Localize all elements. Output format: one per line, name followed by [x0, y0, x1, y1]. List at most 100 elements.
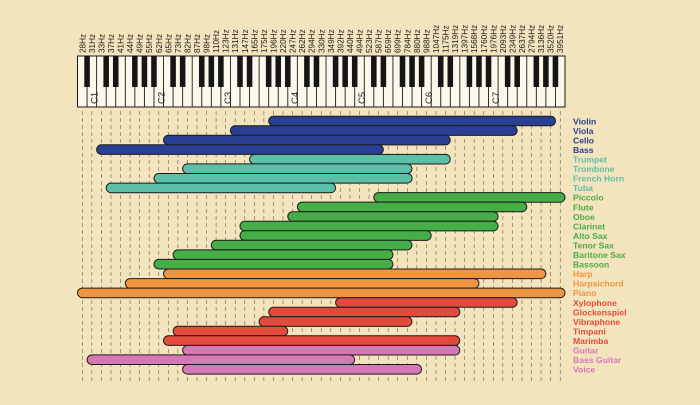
- instrument-label: Baritone Sax: [573, 250, 626, 260]
- black-key: [380, 56, 387, 87]
- frequency-label: 1047Hz: [432, 25, 441, 53]
- range-bar-tenor-sax: [210, 239, 413, 251]
- range-bar-guitar: [182, 344, 461, 356]
- instrument-label: Trumpet: [573, 155, 607, 165]
- frequency-label: 699Hz: [394, 29, 403, 53]
- instrument-label: Bassoon: [573, 260, 609, 270]
- black-key: [466, 56, 473, 87]
- instrument-label: Oboe: [573, 212, 595, 222]
- octave-label: C2: [156, 92, 167, 104]
- black-key: [514, 56, 520, 87]
- frequency-label: 3520Hz: [547, 25, 556, 53]
- black-key: [285, 56, 291, 87]
- black-key: [275, 56, 282, 87]
- range-bar-harpsichord: [124, 278, 480, 289]
- instrument-label: Piccolo: [573, 193, 604, 203]
- range-bar-french-horn: [153, 173, 413, 184]
- instrument-label: Vibraphone: [573, 317, 620, 327]
- range-bar-glockenspiel: [268, 306, 461, 318]
- frequency-label: 131Hz: [231, 29, 240, 53]
- frequency-label: 523Hz: [365, 29, 374, 53]
- frequency-label: 880Hz: [413, 29, 422, 53]
- instrument-label: Timpani: [573, 326, 606, 336]
- frequency-label: 220Hz: [279, 29, 288, 53]
- black-key: [447, 56, 454, 87]
- black-key: [198, 56, 205, 87]
- frequency-label: 1175Hz: [442, 25, 451, 53]
- frequency-label: 294Hz: [308, 29, 317, 53]
- frequency-label: 196Hz: [270, 29, 279, 53]
- range-bar-alto-sax: [239, 230, 432, 241]
- black-key: [103, 56, 109, 87]
- frequency-label: 1760Hz: [480, 25, 489, 53]
- black-key: [533, 56, 540, 87]
- instrument-label: Cello: [573, 135, 594, 145]
- range-bar-bass-guitar: [86, 354, 356, 365]
- frequency-label: 31Hz: [88, 34, 97, 53]
- black-key: [409, 56, 415, 87]
- instrument-label: Glockenspiel: [573, 307, 627, 317]
- range-bar-trumpet: [249, 153, 451, 165]
- instrument-label: Alto Sax: [573, 231, 608, 241]
- black-key: [170, 56, 176, 87]
- frequency-label: 1976Hz: [489, 25, 498, 53]
- black-key: [151, 56, 157, 87]
- frequency-label: 55Hz: [145, 34, 154, 53]
- instrument-label: Trombone: [573, 164, 615, 174]
- range-bar-cello: [163, 134, 451, 146]
- octave-label: C4: [290, 92, 301, 104]
- frequency-label: 41Hz: [117, 34, 126, 53]
- range-bar-voice: [182, 364, 423, 375]
- black-key: [208, 56, 215, 87]
- black-key: [485, 56, 492, 87]
- frequency-label: 2794Hz: [528, 25, 537, 53]
- frequency-label: 349Hz: [327, 29, 336, 53]
- frequency-label: 49Hz: [136, 34, 145, 53]
- range-bar-timpani: [172, 325, 289, 337]
- frequency-label: 1319Hz: [451, 25, 460, 53]
- range-bar-piano: [77, 287, 566, 299]
- octave-label: C5: [357, 92, 368, 104]
- frequency-label: 784Hz: [403, 29, 412, 53]
- frequency-label: 3136Hz: [537, 25, 546, 53]
- instrument-label: Bass Guitar: [573, 355, 622, 365]
- instrument-label: Flute: [573, 202, 594, 212]
- black-key: [265, 56, 272, 87]
- frequency-label: 73Hz: [174, 34, 183, 53]
- octave-label: C7: [491, 92, 502, 104]
- black-key: [304, 56, 310, 87]
- instrument-label: Violin: [573, 116, 596, 126]
- instrument-label: Harpsichord: [573, 279, 624, 289]
- range-bar-harp: [163, 268, 547, 280]
- range-bar-vibraphone: [258, 316, 413, 327]
- frequency-label: 587Hz: [375, 29, 384, 53]
- black-key: [246, 56, 253, 87]
- frequency-label: 165Hz: [250, 29, 259, 53]
- octave-label: C6: [424, 92, 435, 104]
- frequency-labels: 28Hz 31Hz 33Hz 37Hz 41Hz 44Hz 49Hz 55Hz 62Hz 65Hz…: [78, 25, 565, 53]
- black-key: [218, 56, 224, 87]
- frequency-label: 2349Hz: [508, 25, 517, 53]
- frequency-label: 147Hz: [241, 29, 250, 53]
- black-key: [179, 56, 186, 87]
- black-key: [371, 56, 377, 87]
- range-bar-piccolo: [373, 192, 566, 203]
- frequency-label: 2093Hz: [499, 25, 508, 53]
- instrument-label: Piano: [573, 288, 596, 298]
- black-key: [141, 56, 148, 87]
- piano-keyboard: C1 C2 C3 C4 C5 C6 C7: [77, 55, 566, 108]
- black-key: [112, 56, 119, 87]
- instrument-labels: ViolinViolaCelloBassTrumpetTromboneFrenc…: [573, 116, 627, 374]
- range-bar-baritone-sax: [172, 249, 394, 260]
- range-bar-bassoon: [153, 258, 394, 270]
- frequency-label: 28Hz: [78, 34, 87, 53]
- frequency-label: 2637Hz: [518, 25, 527, 53]
- range-bar-flute: [296, 201, 528, 213]
- range-bar-marimba: [163, 335, 461, 346]
- frequency-label: 392Hz: [336, 29, 345, 53]
- black-key: [132, 56, 138, 87]
- black-key: [476, 56, 482, 87]
- instrument-label: French Horn: [573, 174, 624, 184]
- frequency-label: 33Hz: [97, 34, 106, 53]
